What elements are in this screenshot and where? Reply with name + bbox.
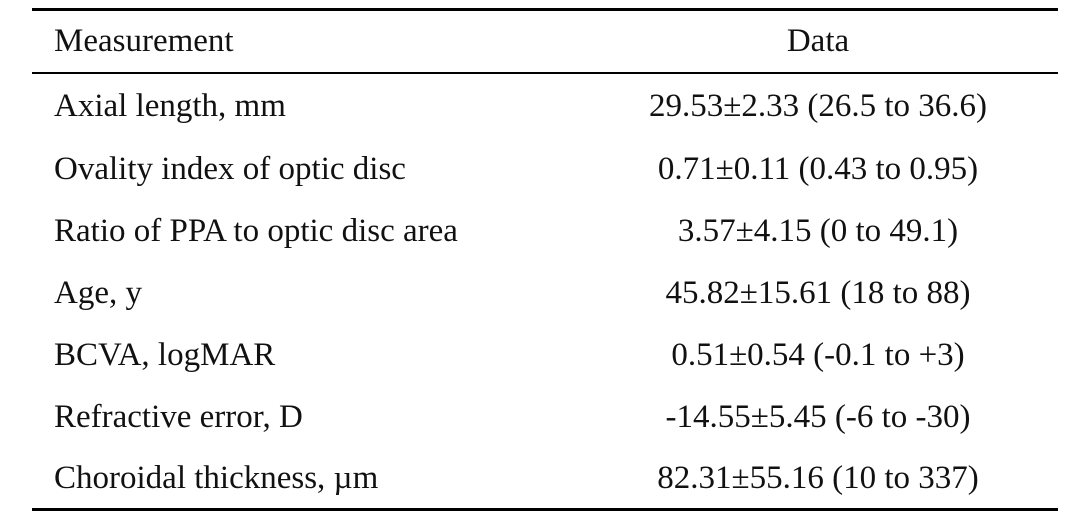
- table-header: Measurement Data: [32, 9, 1058, 73]
- data-cell: 0.71±0.11 (0.43 to 0.95): [657, 150, 979, 187]
- measurement-cell: BCVA, logMAR: [54, 336, 276, 373]
- data-cell: 45.82±15.61 (18 to 88): [665, 274, 971, 311]
- measurement-cell: Ratio of PPA to optic disc area: [54, 212, 458, 249]
- data-cell: 3.57±4.15 (0 to 49.1): [677, 212, 959, 249]
- header-row: Measurement Data: [32, 9, 1058, 73]
- data-cell: 0.51±0.54 (-0.1 to +3): [671, 336, 965, 373]
- measurement-table: Measurement Data Axial length, mm 29.53±…: [32, 8, 1058, 511]
- table-body: Axial length, mm 29.53±2.33 (26.5 to 36.…: [32, 73, 1058, 510]
- measurement-cell: Choroidal thickness, µm: [54, 459, 379, 496]
- header-measurement: Measurement: [54, 23, 234, 59]
- header-data: Data: [786, 23, 850, 59]
- table-row: BCVA, logMAR 0.51±0.54 (-0.1 to +3): [32, 324, 1058, 386]
- measurement-cell: Age, y: [54, 274, 142, 311]
- measurement-cell: Axial length, mm: [54, 87, 286, 124]
- data-cell: -14.55±5.45 (-6 to -30): [665, 398, 971, 435]
- data-cell: 29.53±2.33 (26.5 to 36.6): [648, 87, 987, 124]
- table-row: Refractive error, D -14.55±5.45 (-6 to -…: [32, 386, 1058, 448]
- table-row: Ovality index of optic disc 0.71±0.11 (0…: [32, 138, 1058, 200]
- data-cell: 82.31±55.16 (10 to 337): [657, 459, 979, 496]
- table-row: Ratio of PPA to optic disc area 3.57±4.1…: [32, 200, 1058, 262]
- table-row: Axial length, mm 29.53±2.33 (26.5 to 36.…: [32, 73, 1058, 138]
- table-row: Age, y 45.82±15.61 (18 to 88): [32, 262, 1058, 324]
- table-row: Choroidal thickness, µm 82.31±55.16 (10 …: [32, 448, 1058, 510]
- measurement-cell: Ovality index of optic disc: [54, 150, 406, 187]
- measurement-table-container: Measurement Data Axial length, mm 29.53±…: [32, 8, 1058, 511]
- measurement-cell: Refractive error, D: [54, 398, 303, 435]
